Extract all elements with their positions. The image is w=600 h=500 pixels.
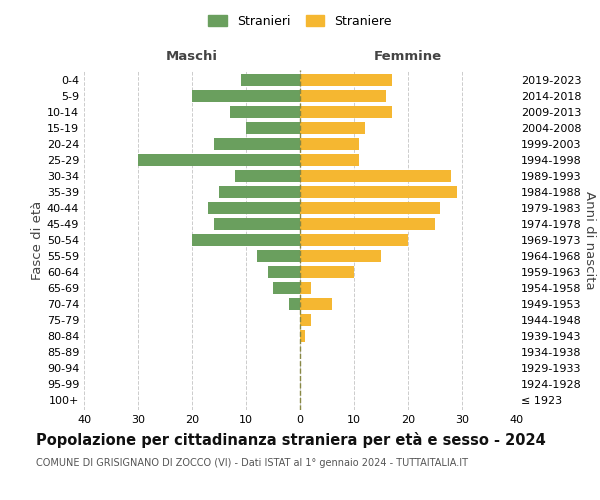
Bar	[273, 282, 300, 294]
Y-axis label: Fasce di età: Fasce di età	[31, 200, 44, 280]
Text: Maschi: Maschi	[166, 50, 218, 62]
Bar	[192, 90, 300, 102]
Bar	[300, 234, 408, 246]
Bar	[300, 250, 381, 262]
Bar	[214, 218, 300, 230]
Bar	[300, 202, 440, 214]
Bar	[300, 106, 392, 118]
Bar	[300, 138, 359, 150]
Bar	[208, 202, 300, 214]
Bar	[300, 314, 311, 326]
Bar	[289, 298, 300, 310]
Text: COMUNE DI GRISIGNANO DI ZOCCO (VI) - Dati ISTAT al 1° gennaio 2024 - TUTTAITALIA: COMUNE DI GRISIGNANO DI ZOCCO (VI) - Dat…	[36, 458, 468, 468]
Y-axis label: Anni di nascita: Anni di nascita	[583, 190, 596, 290]
Bar	[300, 90, 386, 102]
Bar	[192, 234, 300, 246]
Bar	[300, 266, 354, 278]
Bar	[214, 138, 300, 150]
Bar	[300, 122, 365, 134]
Legend: Stranieri, Straniere: Stranieri, Straniere	[205, 11, 395, 32]
Bar	[300, 298, 332, 310]
Bar	[300, 186, 457, 198]
Bar	[241, 74, 300, 86]
Bar	[235, 170, 300, 182]
Bar	[138, 154, 300, 166]
Bar	[219, 186, 300, 198]
Text: Femmine: Femmine	[374, 50, 442, 62]
Bar	[300, 74, 392, 86]
Bar	[257, 250, 300, 262]
Bar	[300, 154, 359, 166]
Bar	[230, 106, 300, 118]
Bar	[300, 282, 311, 294]
Bar	[300, 218, 435, 230]
Text: Popolazione per cittadinanza straniera per età e sesso - 2024: Popolazione per cittadinanza straniera p…	[36, 432, 546, 448]
Bar	[268, 266, 300, 278]
Bar	[300, 170, 451, 182]
Bar	[300, 330, 305, 342]
Bar	[246, 122, 300, 134]
